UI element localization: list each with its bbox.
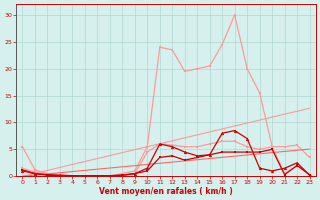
X-axis label: Vent moyen/en rafales ( km/h ): Vent moyen/en rafales ( km/h ) [99, 187, 233, 196]
